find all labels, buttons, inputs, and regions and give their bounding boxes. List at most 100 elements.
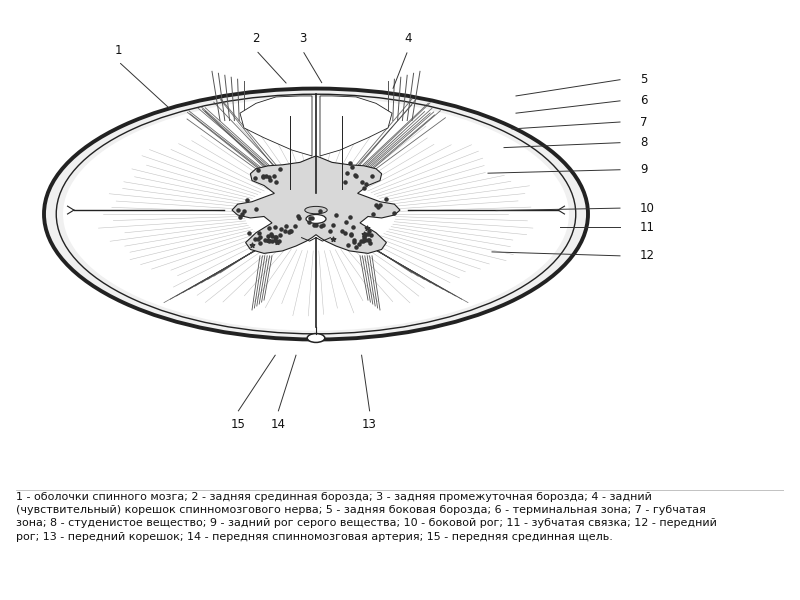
Point <box>348 170 361 180</box>
Point <box>361 223 374 233</box>
Point <box>360 179 373 189</box>
Point <box>350 242 362 251</box>
Point <box>366 171 379 181</box>
Point <box>238 206 250 216</box>
Point <box>274 164 286 174</box>
Point <box>262 235 274 245</box>
Point <box>262 231 274 241</box>
Point <box>270 178 282 187</box>
Point <box>271 237 284 247</box>
Text: 14: 14 <box>271 418 286 431</box>
Point <box>326 234 339 244</box>
Point <box>316 220 329 230</box>
Text: 13: 13 <box>362 418 377 431</box>
Text: 5: 5 <box>640 73 647 86</box>
Point <box>380 194 393 203</box>
Text: 6: 6 <box>640 94 647 107</box>
Point <box>254 232 266 242</box>
Point <box>273 236 286 245</box>
Ellipse shape <box>307 334 325 343</box>
Text: 8: 8 <box>640 136 647 149</box>
Point <box>268 172 281 181</box>
Point <box>330 211 342 220</box>
Point <box>339 229 352 238</box>
Text: 10: 10 <box>640 202 655 215</box>
Point <box>357 233 370 242</box>
Ellipse shape <box>63 97 569 331</box>
Polygon shape <box>320 96 392 156</box>
Point <box>344 229 357 238</box>
Text: 12: 12 <box>640 250 655 262</box>
Point <box>243 228 256 238</box>
Point <box>274 230 286 239</box>
Point <box>358 230 371 239</box>
Point <box>260 171 273 181</box>
Point <box>315 221 328 230</box>
Point <box>252 234 265 244</box>
Point <box>353 239 366 249</box>
Text: 3: 3 <box>298 32 306 45</box>
Point <box>279 221 292 231</box>
Point <box>314 206 326 216</box>
Point <box>265 229 278 239</box>
Point <box>358 229 370 239</box>
Point <box>358 235 371 245</box>
Point <box>284 226 297 236</box>
Text: 9: 9 <box>640 163 647 176</box>
Point <box>270 237 283 247</box>
Point <box>282 227 295 237</box>
Point <box>344 212 357 221</box>
Point <box>374 200 386 210</box>
Point <box>363 238 376 248</box>
Point <box>350 171 362 181</box>
Text: 1: 1 <box>114 44 122 56</box>
Point <box>263 236 276 245</box>
Text: 15: 15 <box>231 418 246 431</box>
Point <box>254 238 266 247</box>
Point <box>324 226 337 235</box>
Point <box>326 220 339 230</box>
Polygon shape <box>232 156 400 253</box>
Point <box>358 231 371 241</box>
Point <box>279 226 292 235</box>
Point <box>355 178 368 187</box>
Text: 2: 2 <box>252 32 260 45</box>
Point <box>362 235 375 244</box>
Point <box>234 212 246 222</box>
Point <box>269 235 282 244</box>
Point <box>246 241 258 250</box>
Point <box>252 166 265 175</box>
Point <box>310 220 322 230</box>
Point <box>284 226 297 235</box>
Ellipse shape <box>44 89 588 340</box>
Point <box>235 209 248 219</box>
Text: 1 - оболочки спинного мозга; 2 - задняя срединная борозда; 3 - задняя промежуточ: 1 - оболочки спинного мозга; 2 - задняя … <box>16 492 717 542</box>
Polygon shape <box>240 96 312 156</box>
Point <box>269 222 282 232</box>
Point <box>269 232 282 241</box>
Point <box>270 232 283 241</box>
Point <box>306 214 318 223</box>
Point <box>346 163 358 172</box>
Point <box>252 228 265 238</box>
Point <box>292 212 305 221</box>
Point <box>346 222 359 232</box>
Point <box>338 177 351 187</box>
Text: 7: 7 <box>640 116 647 128</box>
Point <box>358 230 371 239</box>
Text: 4: 4 <box>404 32 412 45</box>
Ellipse shape <box>306 215 326 223</box>
Text: 11: 11 <box>640 221 655 234</box>
Point <box>343 158 356 167</box>
Point <box>364 230 377 240</box>
Point <box>369 200 382 209</box>
Point <box>250 205 262 214</box>
Point <box>262 223 275 233</box>
Point <box>341 168 354 178</box>
Point <box>336 226 349 235</box>
Point <box>345 230 358 240</box>
Point <box>358 183 371 193</box>
Point <box>342 240 355 250</box>
Point <box>348 237 361 247</box>
Point <box>258 236 271 245</box>
